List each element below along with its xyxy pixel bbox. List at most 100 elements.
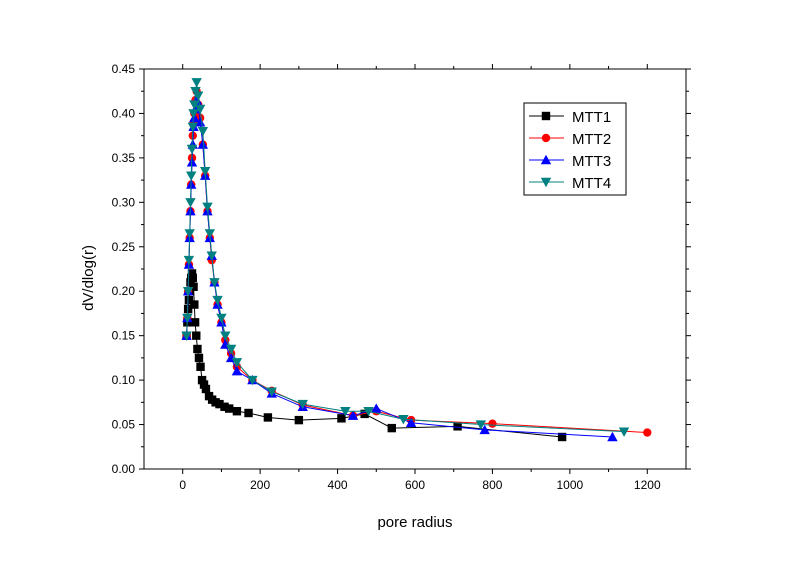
series-line [186, 82, 625, 433]
data-point [187, 122, 198, 132]
data-point [182, 287, 194, 297]
data-point [209, 278, 220, 288]
x-tick-label: 400 [328, 478, 348, 492]
data-point [294, 415, 304, 425]
data-point [347, 410, 359, 420]
data-point [189, 282, 198, 291]
data-point [607, 431, 618, 442]
data-point [185, 198, 196, 208]
y-tick-label: 0.00 [112, 462, 136, 476]
data-point [244, 408, 253, 418]
data-point [557, 432, 567, 442]
data-point [192, 331, 201, 340]
legend-label: MTT4 [572, 175, 611, 192]
data-point [231, 366, 243, 376]
data-point [193, 91, 204, 101]
data-point [618, 427, 630, 437]
data-point [199, 380, 209, 389]
data-point [193, 344, 202, 354]
data-point [196, 362, 205, 371]
data-point [186, 278, 195, 287]
axes: 0 200 400 600 800 1000 1200 0.00 0.05 0.10 0.15 0.2… [112, 62, 691, 492]
series-MTT4 [181, 78, 630, 437]
data-point [188, 273, 197, 283]
data-point [194, 104, 206, 115]
data-point [199, 167, 211, 177]
data-point [189, 112, 200, 123]
data-point [206, 251, 217, 261]
data-point [224, 404, 234, 413]
data-point [405, 417, 417, 427]
data-point [190, 300, 199, 309]
data-point [191, 78, 202, 88]
x-tick-label: 1200 [634, 478, 661, 492]
data-point [340, 407, 351, 417]
y-tick-label: 0.30 [112, 195, 136, 209]
legend-label: MTT3 [572, 153, 611, 170]
data-point [371, 403, 382, 413]
legend-label: MTT2 [572, 131, 611, 148]
data-point [186, 144, 198, 155]
data-point [212, 295, 223, 306]
x-tick-label: 800 [482, 478, 502, 492]
legend-marker [540, 177, 552, 188]
legend-marker [541, 133, 551, 143]
data-point [488, 419, 497, 428]
data-point [220, 331, 231, 341]
data-point [190, 318, 200, 327]
data-point [182, 313, 193, 324]
data-point [479, 424, 490, 435]
data-point [398, 415, 409, 425]
y-tick-label: 0.20 [112, 284, 136, 298]
data-point [453, 422, 462, 431]
y-tick-label: 0.35 [112, 151, 136, 165]
data-point [247, 375, 258, 386]
x-tick-label: 200 [250, 478, 270, 492]
data-point [194, 353, 204, 363]
data-point [183, 304, 193, 314]
data-point [202, 202, 213, 212]
data-point [263, 413, 273, 422]
data-point [194, 117, 206, 127]
legend-label: MTT1 [572, 109, 611, 126]
data-point [189, 100, 200, 110]
data-point [197, 139, 209, 149]
data-point [643, 428, 652, 437]
y-tick-label: 0.45 [112, 62, 136, 76]
data-point [204, 229, 216, 239]
data-point [197, 375, 207, 385]
data-point [188, 109, 199, 119]
y-tick-label: 0.25 [112, 240, 136, 254]
data-point [387, 423, 396, 433]
data-point [231, 358, 243, 368]
x-tick-label: 1000 [557, 478, 584, 492]
data-point [184, 295, 194, 305]
data-point [201, 384, 211, 394]
data-point [197, 127, 209, 137]
data-point [363, 407, 374, 417]
legend-marker [540, 154, 552, 165]
series-MTT1 [182, 269, 567, 442]
legend: MTT1 MTT2 MTT3 MTT4 [523, 102, 627, 196]
data-point [187, 269, 197, 278]
x-tick-label: 600 [405, 478, 425, 492]
data-point [183, 255, 195, 266]
data-point [220, 402, 229, 411]
data-point [297, 399, 308, 410]
data-point [266, 387, 277, 397]
data-point [215, 399, 224, 409]
legend-marker [541, 111, 551, 121]
y-axis-label: dV/dlog(r) [80, 245, 97, 311]
data-point [216, 313, 227, 324]
data-point [184, 229, 195, 239]
data-point [225, 344, 237, 355]
y-tick-label: 0.10 [112, 373, 136, 387]
y-tick-label: 0.40 [112, 106, 136, 120]
x-axis-label: pore radius [377, 514, 452, 531]
data-point [181, 331, 192, 341]
data-point [475, 420, 487, 430]
plot-area [181, 78, 652, 442]
data-point [186, 171, 197, 181]
x-tick-label: 0 [179, 478, 186, 492]
